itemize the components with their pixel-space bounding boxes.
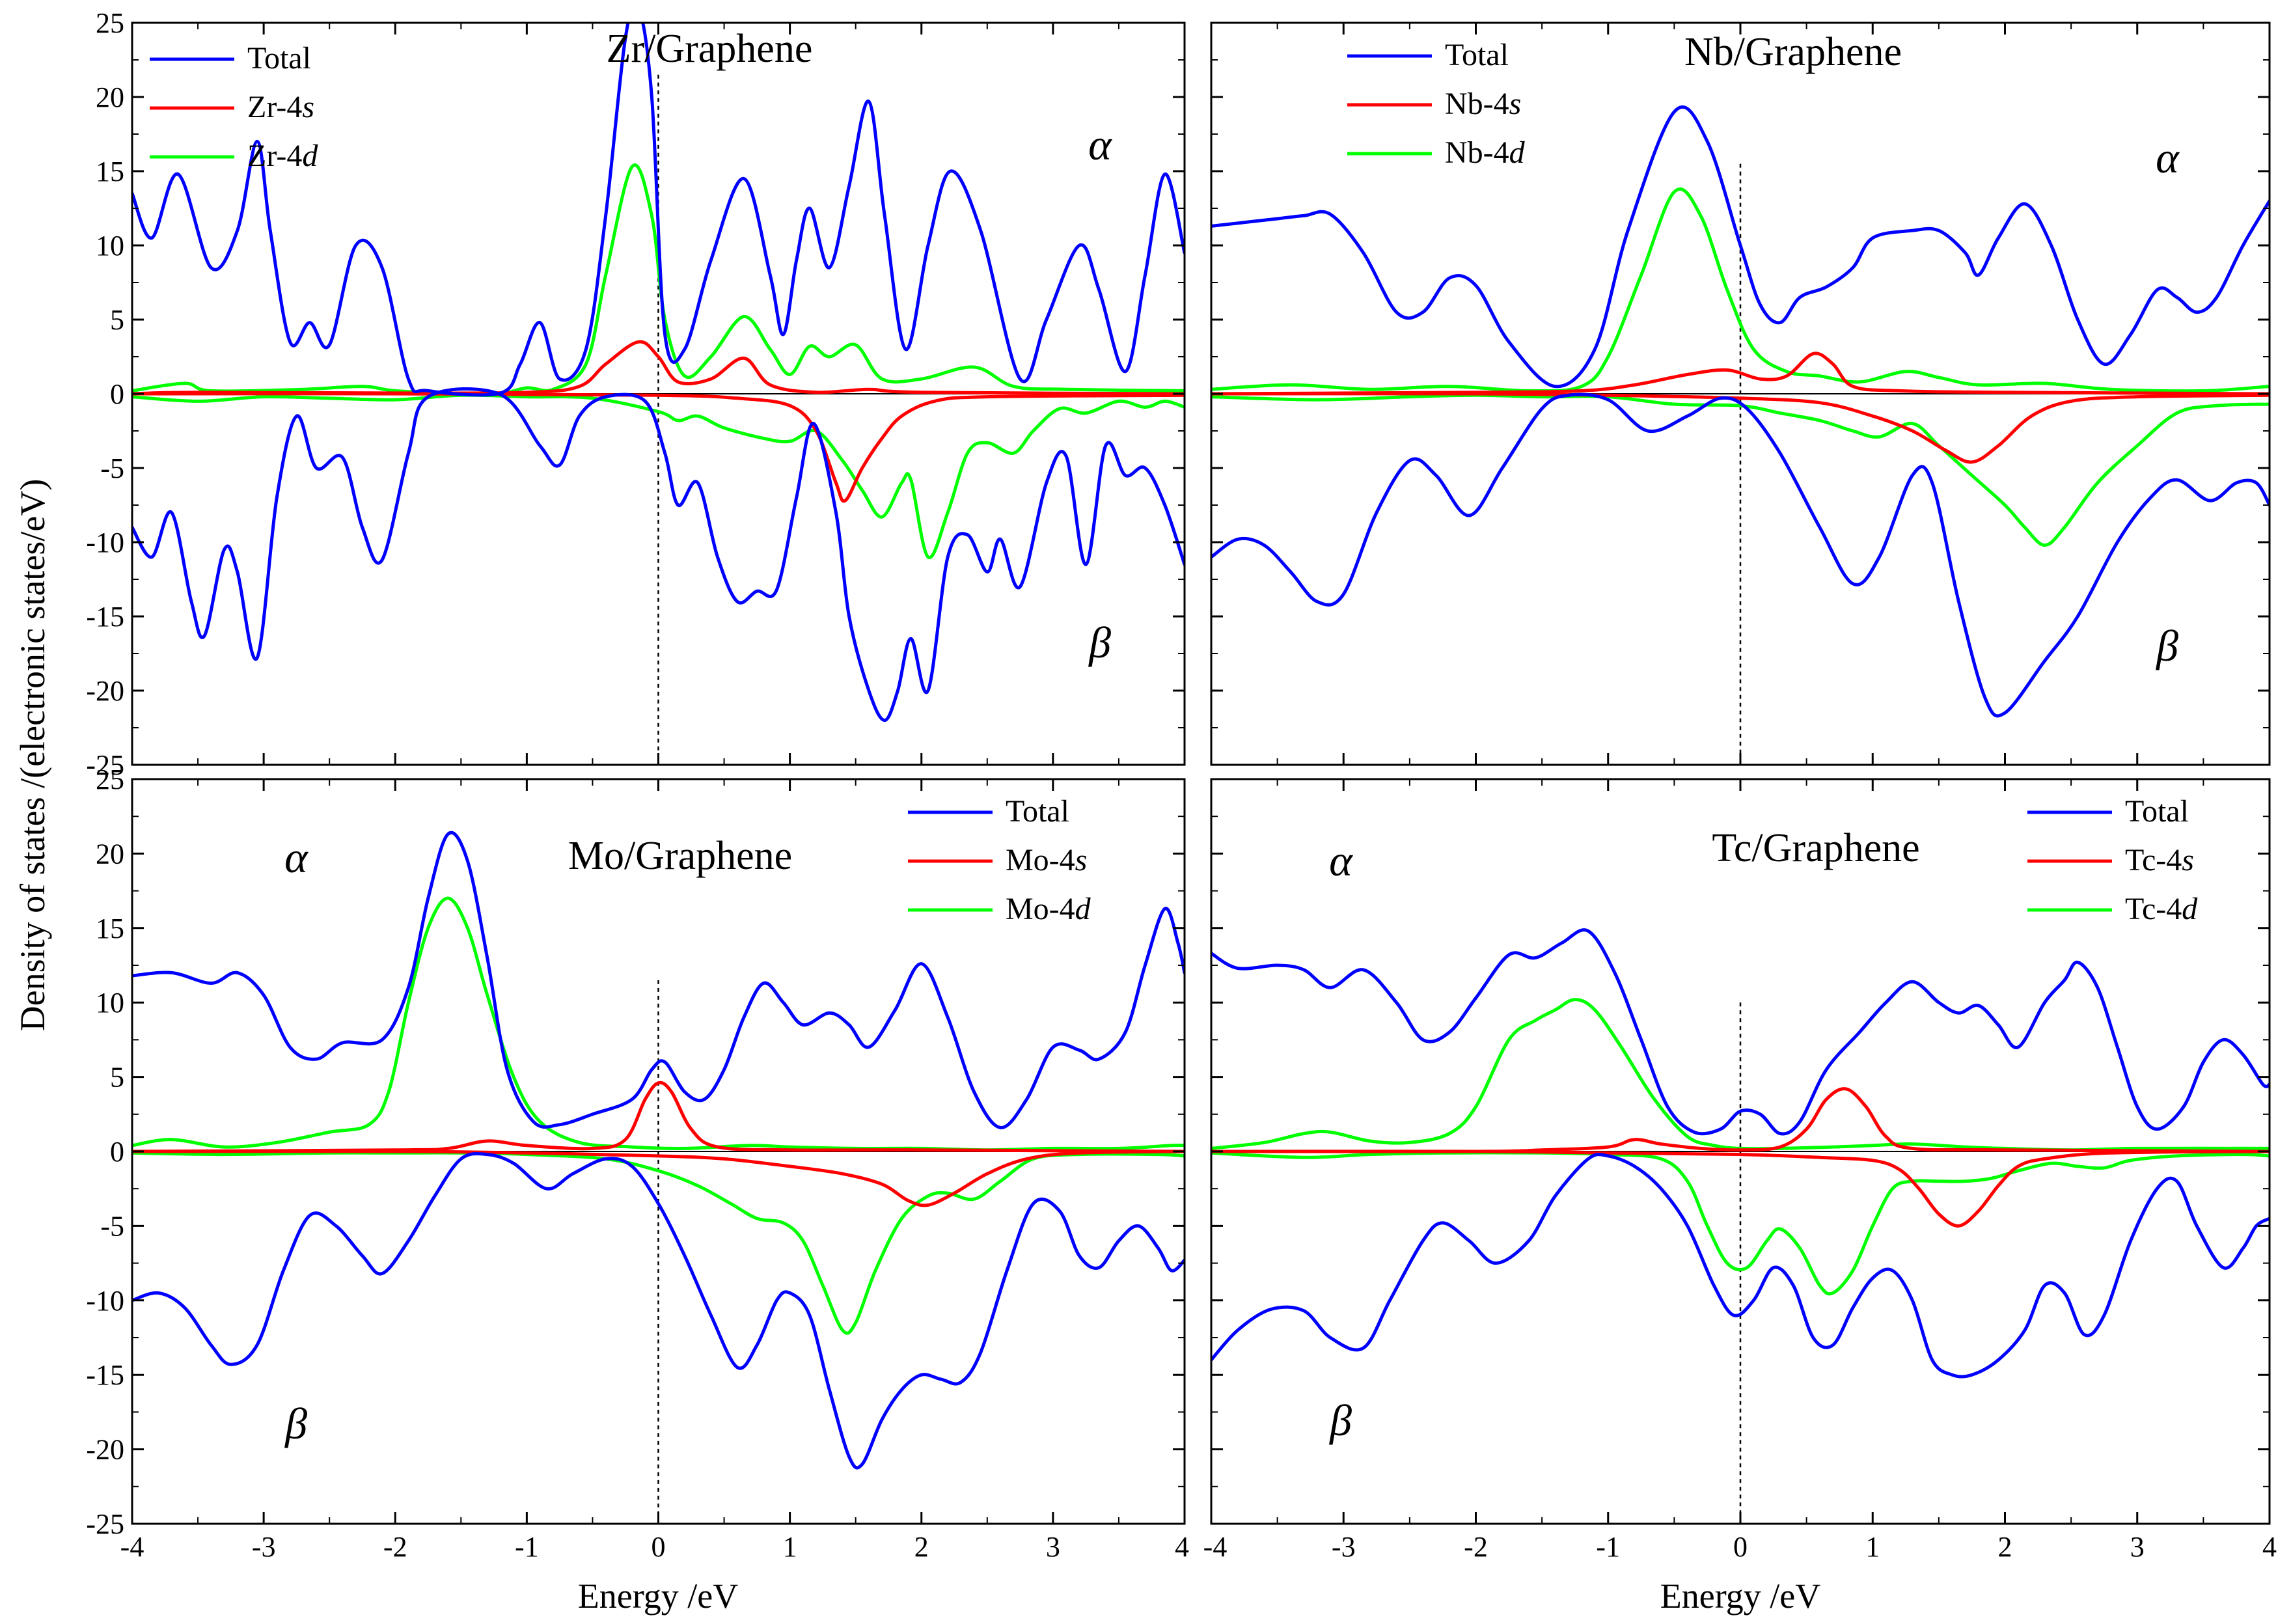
- series-line-nb-4d: [1211, 187, 2270, 393]
- series-line-total: [132, 1151, 1185, 1470]
- series-line-total: [132, 23, 1185, 397]
- y-tick-label: -5: [100, 452, 124, 484]
- y-tick-label: 10: [96, 987, 124, 1019]
- y-tick-label: 5: [110, 304, 124, 336]
- panel-title: Zr/Graphene: [607, 27, 813, 71]
- spin-up-label: α: [284, 833, 309, 882]
- legend-label-s: Nb-4s: [1445, 87, 1521, 121]
- x-tick-label: 0: [652, 1531, 666, 1563]
- series-group: [1211, 928, 2270, 1379]
- legend-label-total: Total: [247, 41, 311, 76]
- legend-label-d: Tc-4d: [2125, 892, 2198, 926]
- panel-tc-graphene: -4 -3 -2 -1 0 1 2 3 4 Tc/Graphene α β Total Tc-4s Tc-4…: [1203, 778, 2277, 1563]
- series-line-zr-4s: [132, 392, 1185, 503]
- y-tick-label: 5: [110, 1062, 124, 1094]
- series-line-nb-4s: [1211, 392, 2270, 464]
- series-line-nb-4s: [1211, 351, 2270, 396]
- series-line-total: [132, 831, 1185, 1129]
- x-tick-label: 4: [1175, 1531, 1189, 1563]
- spin-down-label: β: [1328, 1396, 1352, 1445]
- legend-label-s: Mo-4s: [1006, 843, 1087, 877]
- x-tick-label: -4: [1203, 1531, 1228, 1563]
- x-tick-label: 3: [1046, 1531, 1060, 1563]
- y-tick-label: 0: [110, 378, 124, 410]
- series-line-total: [1211, 392, 2270, 718]
- spin-down-label: β: [1088, 618, 1111, 667]
- panel-nb-graphene: Nb/Graphene α β Total Nb-4s Nb-4d: [1210, 21, 2271, 766]
- x-tick-label: -1: [1596, 1531, 1620, 1563]
- y-axis-label: Density of states /(electronic states/eV…: [13, 479, 52, 1032]
- legend-label-d: Mo-4d: [1006, 892, 1091, 926]
- legend: Total Zr-4s Zr-4d: [150, 41, 318, 173]
- series-line-total: [1211, 928, 2270, 1136]
- series-line-zr-4d: [132, 393, 1185, 560]
- spin-down-label: β: [284, 1399, 307, 1448]
- legend-label-total: Total: [1445, 38, 1509, 72]
- series-line-mo-4d: [132, 1151, 1185, 1335]
- legend-label-d: Zr-4d: [247, 139, 318, 173]
- spin-down-label: β: [2155, 621, 2178, 670]
- legend-label-s: Tc-4s: [2125, 843, 2194, 877]
- legend: Total Tc-4s Tc-4d: [2027, 794, 2198, 926]
- series-line-mo-4d: [132, 896, 1185, 1152]
- y-tick-label: -25: [86, 749, 124, 781]
- series-line-tc-4s: [1211, 1149, 2270, 1228]
- y-tick-label: -20: [86, 675, 124, 707]
- y-tick-label: -10: [86, 1285, 124, 1317]
- y-tick-label: -15: [86, 1359, 124, 1391]
- x-tick-label: 1: [783, 1531, 797, 1563]
- legend: Total Nb-4s Nb-4d: [1347, 38, 1526, 170]
- spin-up-label: α: [1329, 836, 1353, 885]
- legend-label-total: Total: [2125, 794, 2189, 829]
- x-tick-label: -2: [383, 1531, 407, 1563]
- panel-title: Nb/Graphene: [1684, 30, 1902, 74]
- series-line-mo-4s: [132, 1080, 1185, 1153]
- x-tick-label: -3: [1332, 1531, 1356, 1563]
- x-tick-label: 3: [2130, 1531, 2145, 1563]
- x-tick-label: -2: [1464, 1531, 1488, 1563]
- x-tick-label: 4: [2262, 1531, 2277, 1563]
- x-tick-label: 2: [1998, 1531, 2012, 1563]
- y-tick-label: -15: [86, 601, 124, 633]
- x-axis-label-right: Energy /eV: [1660, 1576, 1820, 1616]
- series-group: [132, 831, 1185, 1470]
- x-axis-label-left: Energy /eV: [578, 1576, 738, 1616]
- panel-mo-graphene: -4 -3 -2 -1 0 1 2 3 4-25-20-15-10-50510152025Mo/…: [86, 764, 1189, 1563]
- panel-title: Tc/Graphene: [1712, 826, 1919, 870]
- series-line-tc-4d: [1211, 998, 2270, 1152]
- y-tick-label: -20: [86, 1434, 124, 1466]
- series-line-mo-4s: [132, 1149, 1185, 1207]
- legend-label-total: Total: [1006, 794, 1069, 829]
- legend-label-d: Nb-4d: [1445, 135, 1526, 170]
- y-tick-label: 20: [96, 81, 124, 113]
- x-tick-label: 1: [1865, 1531, 1880, 1563]
- series-line-total: [1211, 105, 2270, 389]
- series-group: [132, 23, 1185, 723]
- y-tick-label: 15: [96, 156, 124, 187]
- y-tick-label: 20: [96, 838, 124, 870]
- panel-zr-graphene: -25 -20 -15 -10 -5 0 5 10 15 20 25 Zr/Graphene α β Tot…: [86, 7, 1186, 781]
- legend-label-s: Zr-4s: [247, 90, 314, 124]
- series-group: [1211, 105, 2270, 718]
- series-line-total: [1211, 1153, 2270, 1379]
- y-tick-label: 25: [96, 764, 124, 795]
- y-tick-label: 25: [96, 7, 124, 39]
- x-tick-label: 0: [1733, 1531, 1748, 1563]
- panel-title: Mo/Graphene: [568, 834, 792, 878]
- y-tick-label: 10: [96, 230, 124, 262]
- y-tick-label: 15: [96, 913, 124, 944]
- x-tick-label: -1: [515, 1531, 539, 1563]
- y-tick-label: 0: [110, 1136, 124, 1168]
- y-tick-label: -10: [86, 527, 124, 558]
- y-tick-label: -25: [86, 1508, 124, 1540]
- spin-up-label: α: [2156, 133, 2180, 182]
- x-tick-label: -4: [120, 1531, 144, 1563]
- legend: Total Mo-4s Mo-4d: [908, 794, 1091, 926]
- series-line-total: [132, 387, 1185, 723]
- y-tick-label: -5: [100, 1210, 124, 1242]
- spin-up-label: α: [1088, 120, 1112, 169]
- x-tick-label: -3: [252, 1531, 276, 1563]
- x-tick-label: 2: [914, 1531, 929, 1563]
